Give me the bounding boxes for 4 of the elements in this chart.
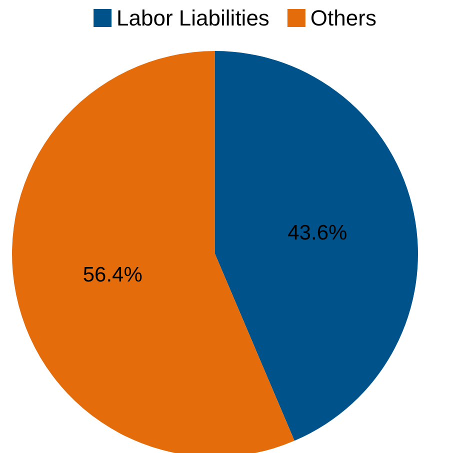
- data-label: 43.6%: [288, 222, 348, 245]
- legend-label: Others: [310, 6, 376, 30]
- data-label: 56.4%: [82, 263, 142, 286]
- legend-label: Labor Liabilities: [116, 6, 270, 30]
